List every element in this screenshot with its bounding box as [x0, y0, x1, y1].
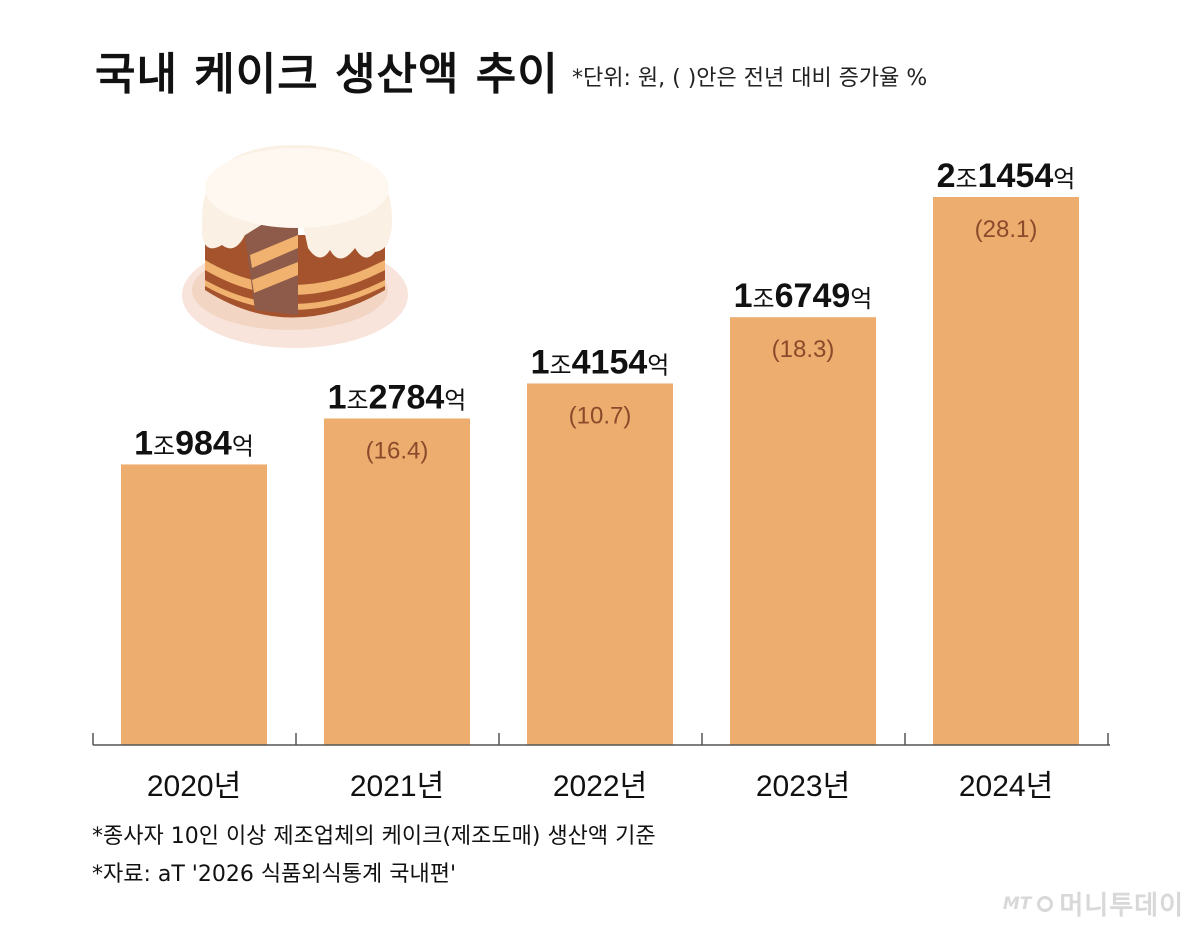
publisher-logo: MT 머니투데이 — [1003, 885, 1184, 922]
value-label: 2조1454억 — [937, 157, 1076, 195]
category-label: 2022년 — [553, 770, 647, 803]
bar-2021년 — [324, 418, 470, 745]
bar-2020년 — [121, 464, 267, 745]
growth-label: (10.7) — [569, 402, 632, 429]
chart-subtitle: *단위: 원, ( )안은 전년 대비 증가율 % — [572, 66, 928, 91]
logo-circle-icon — [1037, 895, 1054, 912]
bar-2022년 — [527, 383, 673, 745]
cake-illustration — [182, 145, 408, 348]
value-label: 1조4154억 — [531, 343, 670, 381]
growth-label: (28.1) — [975, 216, 1038, 243]
bar-2023년 — [730, 317, 876, 745]
growth-label: (18.3) — [772, 336, 835, 363]
logo-mark: MT — [1002, 893, 1032, 914]
category-label: 2023년 — [756, 770, 850, 803]
category-label: 2020년 — [147, 770, 241, 803]
value-label: 1조984억 — [134, 424, 254, 462]
footnote-basis: *종사자 10인 이상 제조업체의 케이크(제조도매) 생산액 기준 — [92, 824, 656, 849]
category-label: 2021년 — [350, 770, 444, 803]
value-label: 1조2784억 — [328, 378, 467, 416]
footnote-source: *자료: aT '2026 식품외식통계 국내편' — [92, 862, 457, 887]
category-label: 2024년 — [959, 770, 1053, 803]
growth-label: (16.4) — [366, 437, 429, 464]
value-label: 1조6749억 — [734, 277, 873, 315]
bar-2024년 — [933, 197, 1079, 745]
chart-title: 국내 케이크 생산액 추이 — [95, 49, 559, 100]
logo-text: 머니투데이 — [1059, 891, 1184, 921]
